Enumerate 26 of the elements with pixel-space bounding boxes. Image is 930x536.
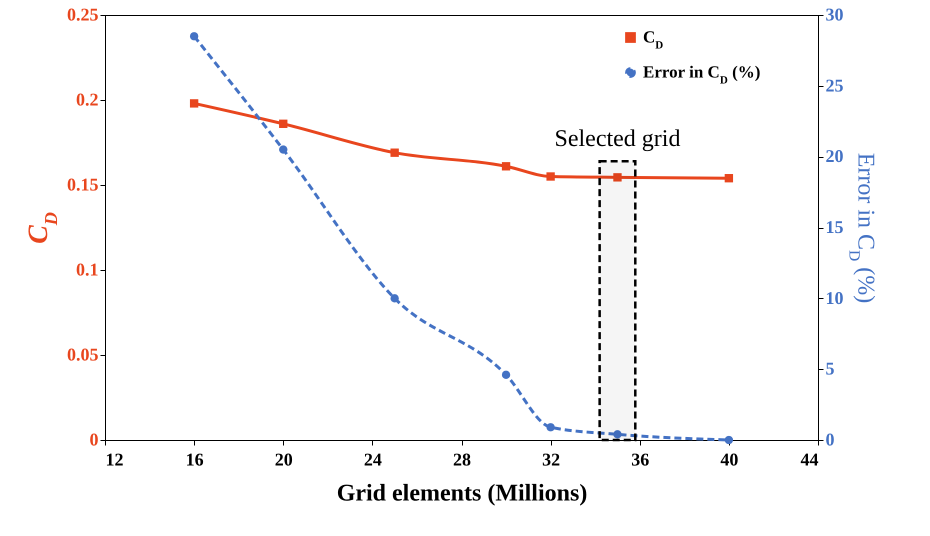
x-tick-label: 12 bbox=[106, 450, 124, 470]
y-tick-label: 0.15 bbox=[67, 174, 98, 194]
y2-tick-label: 5 bbox=[826, 358, 834, 379]
y-tick-label: 0.2 bbox=[76, 90, 98, 110]
legend-label: C$_{D}$ bbox=[643, 28, 664, 52]
y-tick-label: 0.25 bbox=[67, 4, 98, 24]
y-tick-label: 0.1 bbox=[76, 260, 98, 280]
y-tick-label: 0 bbox=[90, 430, 98, 450]
y2-tick-label: 10 bbox=[826, 288, 844, 308]
x-tick-label: 24 bbox=[364, 450, 382, 470]
x-tick-label: 40 bbox=[720, 450, 738, 470]
band-label: Selected grid bbox=[554, 126, 680, 152]
legend-label: Error in C$_{D}$ (%) bbox=[643, 62, 760, 86]
y2-tick-label: 0 bbox=[826, 430, 834, 450]
x-tick-label: 32 bbox=[542, 450, 560, 470]
y2-tick-label: 20 bbox=[826, 146, 844, 166]
y2-tick-label: 30 bbox=[826, 4, 844, 24]
y-tick-label: 0.05 bbox=[67, 344, 98, 364]
x-tick-label: 36 bbox=[631, 450, 650, 470]
y2-tick-label: 15 bbox=[826, 217, 844, 237]
x-tick-label: 20 bbox=[274, 450, 293, 470]
x-tick-label: 16 bbox=[186, 450, 204, 470]
x-axis-title: Grid elements (Millions) bbox=[336, 480, 588, 506]
y2-tick-label: 25 bbox=[826, 75, 844, 96]
x-tick-label: 28 bbox=[453, 450, 471, 470]
x-tick-label: 44 bbox=[800, 450, 818, 470]
